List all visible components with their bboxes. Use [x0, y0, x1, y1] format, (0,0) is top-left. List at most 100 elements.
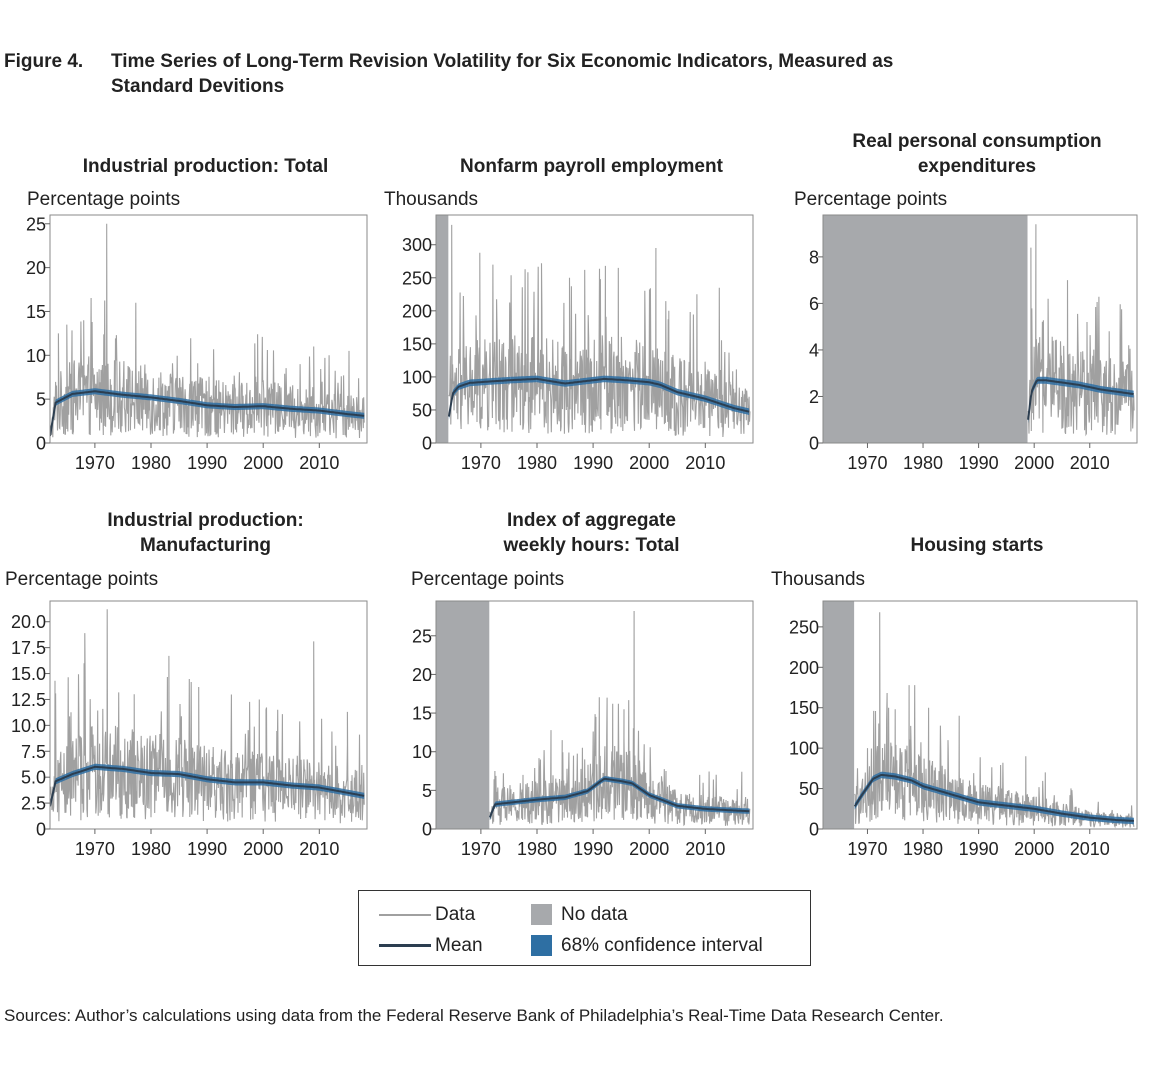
plot-frame: [49, 214, 368, 444]
x-tick-label: 2010: [1070, 839, 1110, 859]
y-tick-label: 150: [402, 334, 432, 354]
chart-title: Real personal consumption: [852, 131, 1101, 152]
y-tick-label: 200: [402, 301, 432, 321]
mean-line: [50, 390, 365, 437]
y-axis-label: Thousands: [384, 189, 478, 210]
sources-note: Sources: Author’s calculations using dat…: [4, 1006, 944, 1025]
plot-frame: [435, 214, 754, 444]
x-tick-label: 2000: [1014, 453, 1054, 473]
y-tick-label: 250: [402, 268, 432, 288]
plot-area: [50, 609, 365, 824]
legend-data-label: Data: [435, 904, 476, 925]
legend-nodata-label: No data: [561, 904, 628, 925]
plot-area: [823, 601, 1135, 829]
x-tick-label: 1980: [131, 839, 171, 859]
y-tick-label: 0: [809, 434, 819, 454]
x-tick-label: 1980: [517, 839, 557, 859]
y-tick-label: 7.5: [21, 742, 46, 762]
legend-ci-swatch: [531, 935, 552, 956]
x-tick-label: 1970: [847, 453, 887, 473]
chart-title: Industrial production:: [107, 510, 303, 531]
y-tick-label: 5.0: [21, 768, 46, 788]
data-series-line: [854, 612, 1135, 829]
x-tick-label: 1990: [187, 453, 227, 473]
no-data-region: [823, 215, 1028, 443]
y-tick-label: 5: [36, 390, 46, 410]
x-tick-label: 2000: [629, 839, 669, 859]
x-tick-label: 2010: [685, 839, 725, 859]
x-tick-label: 2000: [629, 453, 669, 473]
data-series-line: [448, 224, 751, 438]
y-tick-label: 300: [402, 235, 432, 255]
x-tick-label: 1990: [573, 839, 613, 859]
chart-panel-5: Index of aggregate weekly hours: Total Per…: [411, 510, 754, 859]
plot-frame: [822, 214, 1138, 444]
y-tick-label: 20: [26, 258, 46, 278]
x-tick-label: 1980: [131, 453, 171, 473]
x-tick-label: 1970: [75, 453, 115, 473]
plot-frame: [435, 600, 754, 830]
chart-panel-2: Nonfarm payroll employment Thousands 0 50 10…: [384, 156, 754, 473]
y-tick-label: 4: [809, 340, 819, 360]
confidence-band: [489, 776, 750, 821]
legend-ci-label: 68% confidence interval: [561, 935, 763, 956]
y-axis-label: Percentage points: [794, 189, 947, 210]
x-tick-label: 2010: [685, 453, 725, 473]
plot-area: [436, 215, 751, 443]
chart-title: Nonfarm payroll employment: [460, 156, 724, 177]
y-tick-label: 0: [809, 820, 819, 840]
y-tick-label: 250: [789, 617, 819, 637]
legend-nodata-swatch: [531, 904, 552, 925]
data-series-line: [489, 610, 751, 827]
x-tick-label: 2000: [243, 839, 283, 859]
legend-item-nodata: No data: [531, 903, 791, 927]
y-tick-label: 6: [809, 294, 819, 314]
confidence-band: [854, 771, 1134, 825]
plot-area: [50, 223, 365, 440]
plot-frame: [822, 600, 1138, 830]
y-tick-label: 15.0: [11, 664, 46, 684]
x-tick-label: 1980: [903, 839, 943, 859]
no-data-region: [823, 601, 855, 829]
y-tick-label: 20.0: [11, 612, 46, 632]
mean-line: [50, 765, 365, 807]
x-tick-label: 1980: [517, 453, 557, 473]
x-tick-label: 1990: [959, 453, 999, 473]
x-tick-label: 1970: [461, 839, 501, 859]
y-axis-label: Percentage points: [5, 569, 158, 590]
chart-panel-4: Industrial production: Manufacturing Perce…: [5, 510, 368, 859]
legend-item-data: Data: [379, 903, 519, 927]
confidence-band: [1028, 376, 1134, 424]
confidence-band: [448, 375, 750, 420]
legend-item-ci: 68% confidence interval: [531, 934, 791, 958]
y-tick-label: 5: [422, 781, 432, 801]
x-tick-label: 2000: [1014, 839, 1054, 859]
y-tick-label: 20: [412, 665, 432, 685]
legend-mean-swatch: [379, 944, 431, 947]
y-tick-label: 200: [789, 658, 819, 678]
mean-line: [853, 774, 1134, 822]
y-tick-label: 0: [422, 434, 432, 454]
x-tick-label: 2000: [243, 453, 283, 473]
plot-frame: [49, 600, 368, 830]
chart-title: Industrial production: Total: [83, 156, 329, 177]
y-tick-label: 2.5: [21, 794, 46, 814]
y-tick-label: 15: [26, 302, 46, 322]
y-tick-label: 25: [26, 214, 46, 234]
y-tick-label: 17.5: [11, 638, 46, 658]
chart-title: Index of aggregate: [507, 510, 676, 531]
chart-panel-6: Housing starts Thousands 0 50 100 150 200 250 19…: [771, 535, 1138, 859]
legend: Data Mean No data 68% confidence interva…: [358, 890, 811, 966]
y-tick-label: 15: [412, 704, 432, 724]
x-tick-label: 1970: [75, 839, 115, 859]
y-axis-label: Percentage points: [27, 189, 180, 210]
y-tick-label: 150: [789, 698, 819, 718]
y-tick-label: 0: [36, 434, 46, 454]
y-tick-label: 0: [36, 820, 46, 840]
x-tick-label: 1980: [903, 453, 943, 473]
y-axis-label: Percentage points: [411, 569, 564, 590]
y-tick-label: 100: [789, 739, 819, 759]
figure-title-text: Time Series of Long-Term Revision Volati…: [111, 51, 894, 97]
y-tick-label: 25: [412, 626, 432, 646]
